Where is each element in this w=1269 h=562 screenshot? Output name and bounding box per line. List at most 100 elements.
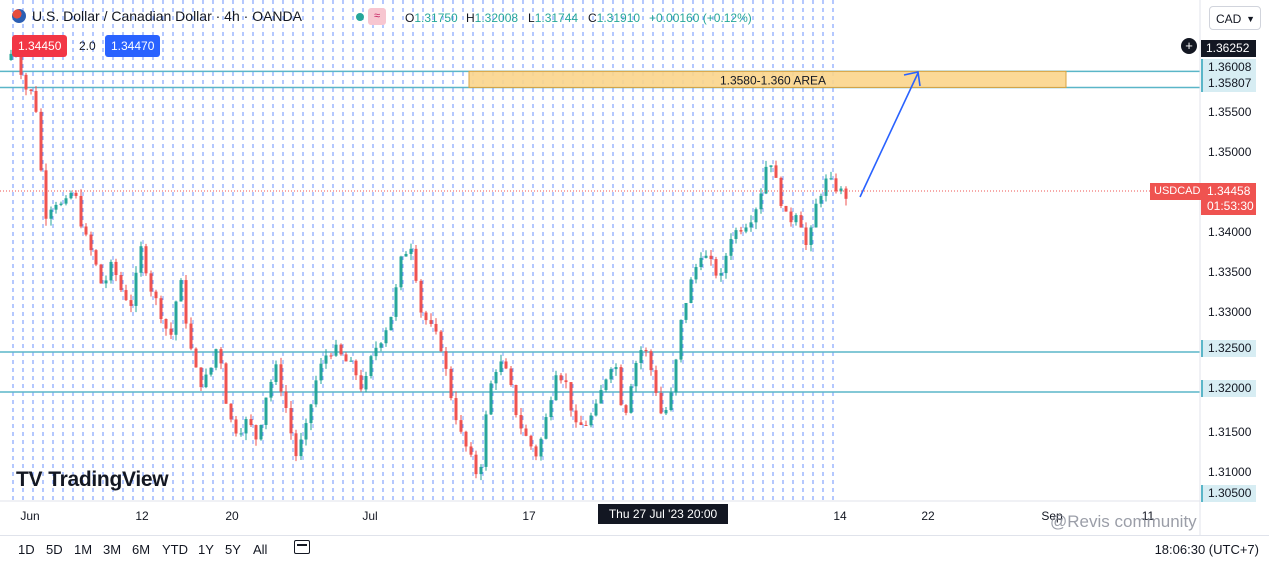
time-tick-label: 14 [833, 509, 847, 523]
candle-body [374, 347, 378, 357]
crosshair-date-label: Thu 27 Jul '23 20:00 [598, 504, 728, 524]
candle-body [649, 351, 653, 371]
price-axis-labels: 1.35500 1.35000 1.34000 1.33500 1.33000 1.315… [1208, 105, 1252, 479]
candle-body [609, 369, 613, 380]
candle-body [624, 405, 628, 413]
candle-body [419, 280, 423, 313]
candle-body [659, 392, 663, 414]
range-ytd-button[interactable]: YTD [162, 542, 188, 557]
candle-body [369, 356, 373, 377]
candle-body [724, 255, 728, 274]
candle-body [314, 380, 318, 405]
currency-select[interactable]: CAD ▼ [1209, 6, 1261, 30]
calendar-icon[interactable] [294, 540, 310, 554]
candle-body [74, 192, 78, 196]
candle-body [844, 188, 848, 199]
range-5d-button[interactable]: 5D [46, 542, 63, 557]
range-6m-button[interactable]: 6M [132, 542, 151, 557]
candle-body [834, 178, 838, 192]
crosshair-price-tag: 1.36252 [1201, 40, 1256, 57]
candle-body [779, 177, 783, 206]
candle-body [139, 246, 143, 273]
candle-body [809, 227, 813, 246]
range-1y-button[interactable]: 1Y [198, 542, 214, 557]
zone-top-tag: 1.36008 [1201, 59, 1256, 76]
buy-button[interactable]: 1.34470 [105, 35, 161, 57]
candle-body [444, 351, 448, 369]
candle-body [749, 222, 753, 228]
clock-readout[interactable]: 18:06:30 (UTC+7) [1154, 542, 1259, 557]
data-wave-icon[interactable]: ≈ [368, 8, 386, 25]
candle-body [679, 319, 683, 360]
candle-body [214, 349, 218, 368]
range-3m-button[interactable]: 3M [103, 542, 122, 557]
candle-body [409, 248, 413, 254]
ohlc-open: O1.31750 [405, 11, 458, 25]
ohlc-low: L1.31744 [528, 11, 579, 25]
candle-body [794, 215, 798, 223]
candle-body [184, 280, 188, 324]
price-tick-label: 1.33500 [1208, 265, 1252, 279]
candle-body [644, 350, 648, 352]
time-tick-label: 11 [1142, 509, 1155, 523]
candle-body [499, 361, 503, 373]
zone-label: 1.3580-1.360 AREA [720, 73, 826, 87]
symbol-title[interactable]: U.S. Dollar / Canadian Dollar · 4h · OAN… [32, 8, 302, 24]
candle-body [199, 367, 203, 388]
candle-body [129, 300, 133, 306]
price-tick-label: 1.35500 [1208, 105, 1252, 119]
candle-body [744, 227, 748, 232]
candle-body [319, 363, 323, 381]
candle-body [734, 230, 738, 239]
candle-body [569, 382, 573, 411]
spread-value: 2.0 [79, 39, 96, 53]
candle-body [84, 226, 88, 235]
candle-body [454, 398, 458, 421]
tv-logo-icon: TV [16, 468, 43, 491]
candle-body [549, 400, 553, 418]
sell-button[interactable]: 1.34450 [12, 35, 68, 57]
candle-body [514, 385, 518, 416]
candle-body [189, 323, 193, 349]
add-alert-icon[interactable]: + [1181, 38, 1197, 54]
candle-body [384, 330, 388, 344]
candle-body [24, 74, 28, 90]
candle-body [304, 423, 308, 440]
candle-body [339, 344, 343, 355]
candle-body [79, 195, 83, 227]
tradingview-logo[interactable]: TV TradingView [16, 468, 169, 492]
candle-body [619, 367, 623, 406]
candle-body [49, 209, 53, 219]
projection-arrow[interactable] [859, 71, 921, 198]
candle-body [249, 419, 253, 426]
candle-body [684, 302, 688, 320]
candle-body [344, 354, 348, 362]
candle-body [224, 363, 228, 404]
candle-body [234, 419, 238, 434]
candle-body [774, 165, 778, 178]
candle-body [219, 349, 223, 364]
candle-body [389, 316, 393, 331]
candle-body [429, 320, 433, 324]
range-all-button[interactable]: All [253, 542, 268, 557]
candle-body [529, 435, 533, 447]
candle-body [94, 250, 98, 265]
candle-body [524, 428, 528, 436]
candle-body [64, 198, 68, 204]
range-1d-button[interactable]: 1D [18, 542, 35, 557]
candle-body [209, 367, 213, 375]
range-1m-button[interactable]: 1M [74, 542, 93, 557]
price-tick-label: 1.34000 [1208, 225, 1252, 239]
zone-bottom-tag: 1.35807 [1201, 75, 1256, 92]
candle-body [504, 361, 508, 369]
range-5y-button[interactable]: 5Y [225, 542, 241, 557]
price-tick-label: 1.33000 [1208, 305, 1252, 319]
candle-body [114, 261, 118, 276]
candle-body [669, 392, 673, 411]
candle-body [664, 410, 668, 414]
candle-body [604, 379, 608, 390]
candle-body [434, 323, 438, 332]
time-tick-label: 22 [921, 509, 935, 523]
price-tick-label: 1.35000 [1208, 145, 1252, 159]
